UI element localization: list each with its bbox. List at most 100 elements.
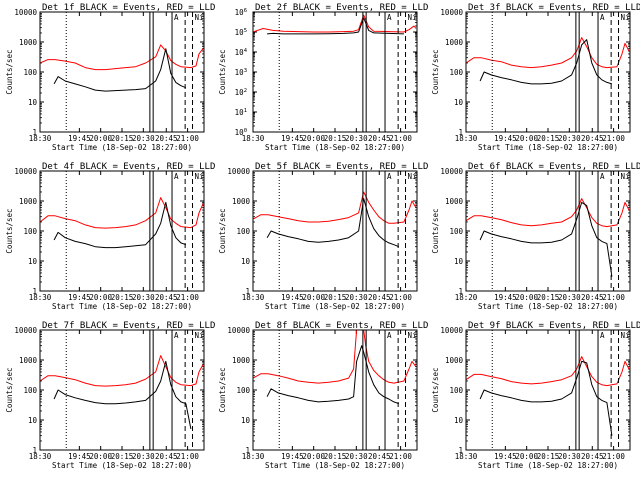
series-lld-line: [252, 14, 417, 33]
y-tick-label: 1: [458, 446, 463, 455]
x-tick-label: 20:45: [155, 293, 178, 302]
x-tick-label: 20:00: [302, 293, 325, 302]
x-tick-label: 20:00: [515, 452, 538, 461]
panel-det-3: Det 3f BLACK = Events, RED = LLD Counts/s…: [431, 3, 640, 152]
x-tick-label: 21:00: [602, 134, 625, 143]
series-events-line: [53, 48, 187, 92]
x-tick-label: 19:45: [68, 452, 91, 461]
x-axis-label: Start Time (18-Sep-02 18:27:00): [52, 302, 192, 311]
series-lld-line: [465, 356, 630, 387]
y-tick-label: 1: [32, 128, 37, 137]
x-tick-label: 20:15: [324, 134, 347, 143]
panel-det-2: Det 2f BLACK = Events, RED = LLD Counts/s…: [218, 3, 428, 152]
panel-det-9: Det 9f BLACK = Events, RED = LLD Counts/s…: [431, 321, 640, 470]
annotation-label: A: [174, 172, 179, 181]
x-tick-label: 20:30: [345, 134, 368, 143]
x-tick-label: 18:20: [455, 293, 478, 302]
x-tick-label: 19:45: [494, 134, 517, 143]
x-tick-label: 20:15: [111, 134, 134, 143]
x-tick-label: 19:45: [494, 452, 517, 461]
series-lld-line: [465, 37, 630, 69]
y-tick-label: 1: [245, 446, 250, 455]
y-tick-label: 100: [449, 68, 463, 77]
annotation-label: Ni: [408, 13, 417, 22]
annotation-label: A: [600, 172, 605, 181]
y-axis-label: Counts/sec: [5, 49, 14, 94]
y-tick-label: 10: [241, 416, 251, 425]
annotation-label: A: [174, 13, 179, 22]
y-axis-label: Counts/sec: [218, 367, 227, 412]
x-tick-label: 21:00: [389, 134, 412, 143]
plot-frame: [252, 11, 418, 133]
x-tick-label: 18:30: [29, 134, 52, 143]
y-tick-label: 10000: [440, 8, 463, 17]
plot-frame: [39, 11, 205, 133]
y-tick-label: 1000: [232, 356, 251, 365]
panel-det-8: Det 8f BLACK = Events, RED = LLD Counts/s…: [218, 321, 428, 470]
series-lld-line: [39, 44, 204, 71]
y-axis-label: Counts/sec: [5, 367, 14, 412]
x-tick-label: 20:45: [368, 293, 391, 302]
y-axis-label: Counts/sec: [5, 208, 14, 253]
series-events-line: [266, 345, 400, 405]
y-tick-label: 105: [235, 28, 247, 37]
y-tick-label: 103: [235, 68, 247, 77]
y-tick-label: 1: [458, 128, 463, 137]
annotation-label: Ni: [621, 13, 630, 22]
y-tick-label: 106: [235, 8, 247, 17]
x-tick-label: 21:00: [176, 134, 199, 143]
x-tick-label: 19:45: [281, 134, 304, 143]
y-axis-label: Counts/sec: [218, 208, 227, 253]
plot-frame: [465, 170, 631, 292]
annotation-label: Ni: [408, 331, 417, 340]
series-events-line: [53, 360, 192, 430]
annotation-label: Ni: [621, 331, 630, 340]
x-tick-label: 21:00: [176, 452, 199, 461]
y-tick-label: 100: [449, 227, 463, 236]
x-tick-label: 21:00: [389, 293, 412, 302]
y-tick-label: 1000: [445, 197, 464, 206]
y-tick-label: 10: [28, 257, 38, 266]
y-tick-label: 10000: [14, 167, 37, 176]
y-tick-label: 100: [235, 128, 247, 137]
x-tick-label: 20:30: [345, 452, 368, 461]
x-tick-label: 20:45: [581, 293, 604, 302]
y-tick-label: 10000: [14, 326, 37, 335]
x-tick-label: 20:30: [132, 293, 155, 302]
y-tick-label: 102: [235, 88, 247, 97]
series-lld-line: [465, 198, 630, 228]
x-axis-label: Start Time (18-Sep-02 18:27:00): [265, 143, 405, 152]
annotation-label: Ni: [408, 172, 417, 181]
x-tick-label: 18:30: [29, 293, 52, 302]
y-tick-label: 1000: [19, 197, 38, 206]
x-tick-label: 20:30: [558, 452, 581, 461]
x-axis-label: Start Time (18-Sep-02 18:27:00): [478, 461, 618, 470]
x-tick-label: 19:45: [68, 293, 91, 302]
y-tick-label: 1: [32, 287, 37, 296]
x-axis-label: Start Time (18-Sep-02 18:27:00): [52, 143, 192, 152]
panel-title: Det 5f BLACK = Events, RED = LLD: [255, 162, 428, 172]
x-tick-label: 20:45: [155, 452, 178, 461]
y-tick-label: 10000: [227, 326, 250, 335]
y-tick-label: 1000: [19, 356, 38, 365]
x-tick-label: 21:00: [389, 452, 412, 461]
panel-title: Det 6f BLACK = Events, RED = LLD: [468, 162, 640, 172]
y-tick-label: 10: [454, 257, 464, 266]
x-tick-label: 18:30: [455, 452, 478, 461]
y-axis-label: Counts/sec: [431, 367, 440, 412]
y-tick-label: 10: [241, 257, 251, 266]
series-lld-line: [39, 355, 204, 387]
panel-det-1: Det 1f BLACK = Events, RED = LLD Counts/s…: [5, 3, 215, 152]
panel-det-6: Det 6f BLACK = Events, RED = LLD Counts/s…: [431, 162, 640, 311]
annotation-label: Ni: [195, 331, 204, 340]
y-tick-label: 101: [235, 108, 247, 117]
y-axis-label: Counts/sec: [431, 49, 440, 94]
y-tick-label: 100: [23, 386, 37, 395]
x-tick-label: 20:00: [89, 452, 112, 461]
y-tick-label: 1000: [445, 356, 464, 365]
x-tick-label: 18:30: [242, 134, 265, 143]
annotation-label: A: [600, 331, 605, 340]
y-tick-label: 10000: [227, 167, 250, 176]
